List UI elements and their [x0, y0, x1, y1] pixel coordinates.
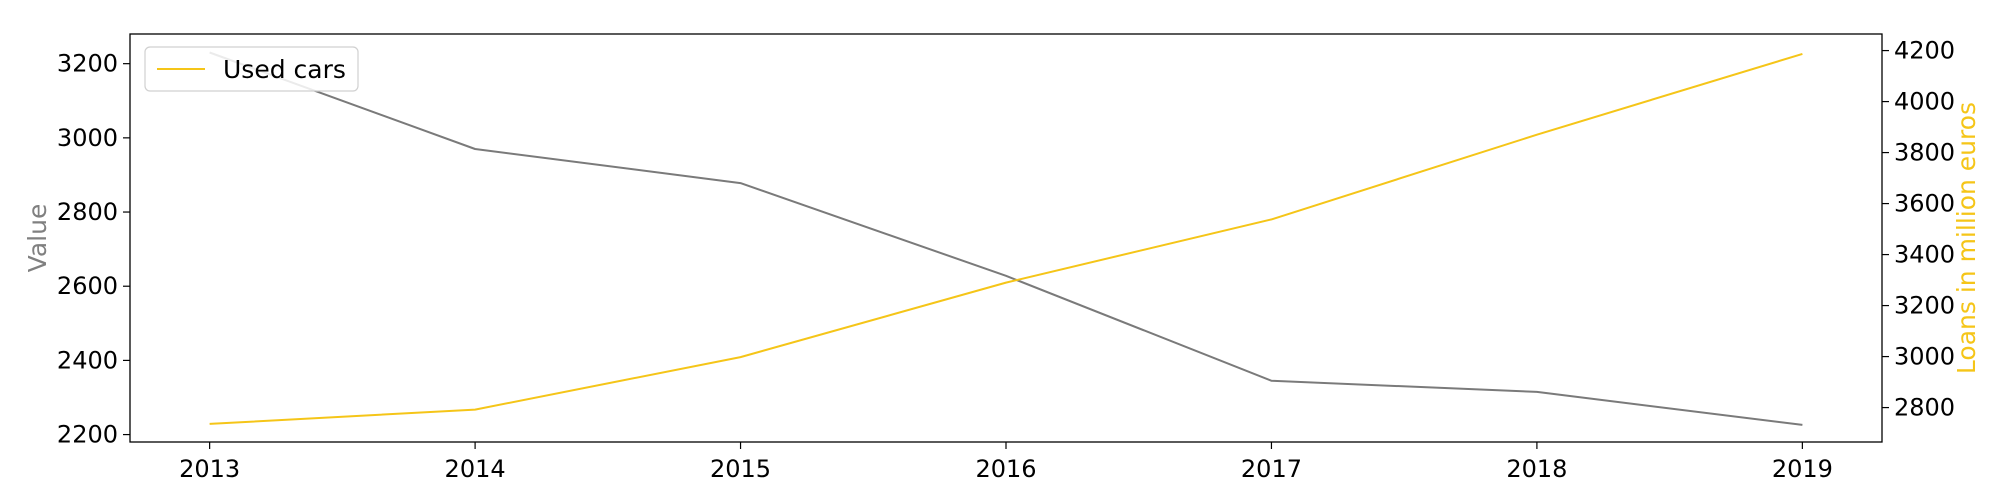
y-right-tick-label: 2800 [1894, 394, 1955, 422]
series-line-right-axis [209, 52, 1803, 425]
y-left-tick-label: 3200 [57, 50, 118, 78]
legend: Used cars [144, 46, 359, 92]
x-tick-label: 2018 [1506, 455, 1567, 483]
x-tick-label: 2017 [1241, 455, 1302, 483]
plot-frame [129, 33, 1883, 443]
y-left-tick-label: 2400 [57, 346, 118, 374]
y-right-tick-label: 4000 [1894, 88, 1955, 116]
series-line-left-axis [209, 51, 1803, 426]
y-left-tick-label: 3000 [57, 124, 118, 152]
y-right-tick-label: 3800 [1894, 139, 1955, 167]
x-tick-label: 2019 [1772, 455, 1833, 483]
y-right-tick-label: 3600 [1894, 190, 1955, 218]
y-right-tick-label: 3200 [1894, 292, 1955, 320]
y-axis-right-label: Loans in million euros [1952, 102, 1981, 374]
y-right-tick-label: 4200 [1894, 37, 1955, 65]
x-tick-label: 2014 [445, 455, 506, 483]
x-tick-label: 2013 [179, 455, 240, 483]
legend-entry-label: Used cars [223, 55, 346, 84]
x-tick-label: 2016 [975, 455, 1036, 483]
y-right-tick-label: 3400 [1894, 241, 1955, 269]
y-axis-left-label: Value [23, 204, 52, 273]
y-left-tick-label: 2200 [57, 421, 118, 449]
legend-box [144, 46, 359, 92]
y-left-tick-label: 2600 [57, 272, 118, 300]
y-left-tick-label: 2800 [57, 198, 118, 226]
y-right-tick-label: 3000 [1894, 343, 1955, 371]
x-tick-label: 2015 [710, 455, 771, 483]
